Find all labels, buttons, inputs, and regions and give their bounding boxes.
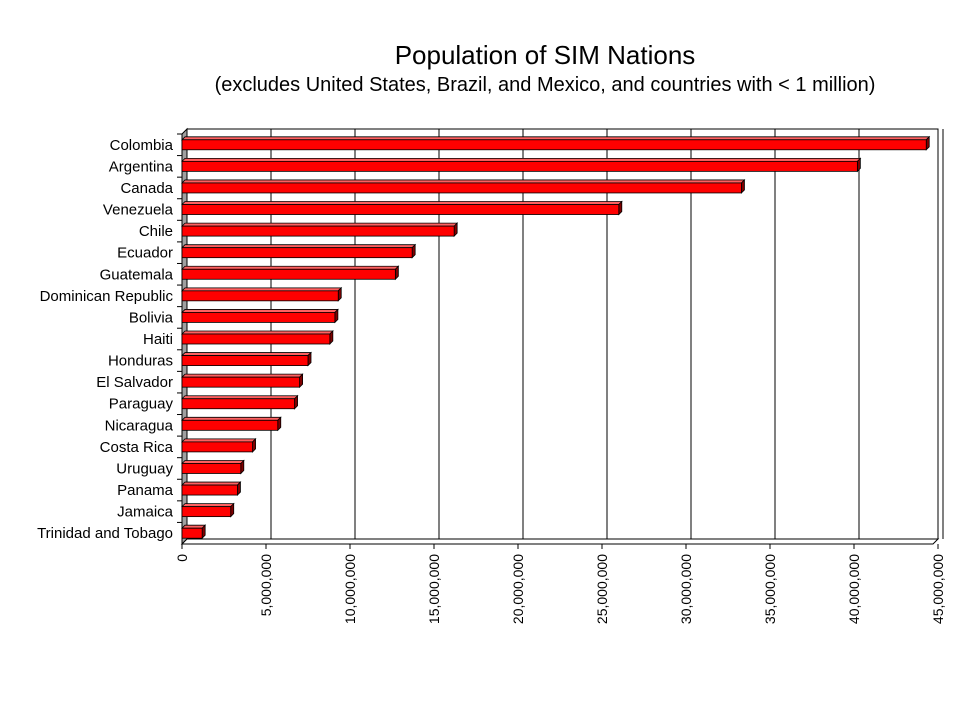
bar xyxy=(181,419,279,431)
chart-title: Population of SIM Nations xyxy=(394,40,696,70)
bar xyxy=(181,376,300,388)
category-label: Uruguay xyxy=(116,460,173,477)
bar-top xyxy=(181,287,343,292)
bar-top xyxy=(181,395,299,400)
bar xyxy=(181,247,413,259)
category-label: Haiti xyxy=(143,331,173,348)
bar-top xyxy=(181,438,257,443)
category-label: Paraguay xyxy=(109,396,174,413)
x-tick-label: 20,000,000 xyxy=(510,554,526,624)
bar xyxy=(181,463,242,474)
category-label: El Salvador xyxy=(96,374,173,391)
x-tick-label: 15,000,000 xyxy=(426,554,442,624)
bar xyxy=(181,225,455,237)
x-tick-label: 40,000,000 xyxy=(846,554,862,624)
category-label: Argentina xyxy=(109,158,174,175)
x-tick-label: 25,000,000 xyxy=(594,554,610,624)
plot-floor xyxy=(180,538,940,545)
bar-top xyxy=(181,352,312,356)
category-label: Guatemala xyxy=(100,266,174,283)
x-tick-label: 0 xyxy=(174,554,190,562)
bars xyxy=(181,135,931,540)
bar-top xyxy=(181,222,459,227)
category-label: Costa Rica xyxy=(100,439,174,456)
chart-subtitle: (excludes United States, Brazil, and Mex… xyxy=(214,74,876,96)
bar-top xyxy=(181,201,623,205)
bar xyxy=(181,527,203,539)
x-tick-label: 5,000,000 xyxy=(258,554,274,616)
category-label: Venezuela xyxy=(103,202,174,219)
bar-top xyxy=(181,244,417,249)
x-tick-label: 10,000,000 xyxy=(342,554,358,624)
bar-top xyxy=(181,524,207,529)
category-label: Ecuador xyxy=(117,245,173,262)
x-tick-label: 30,000,000 xyxy=(678,554,694,624)
x-tick-label: 45,000,000 xyxy=(930,554,946,624)
category-label: Dominican Republic xyxy=(40,288,174,305)
bar xyxy=(181,160,858,172)
category-label: Chile xyxy=(139,223,173,240)
bar-top xyxy=(181,157,862,162)
category-labels: Colombia Argentina Canada Venezuela Chile Ecu… xyxy=(37,137,174,542)
bar-top xyxy=(181,481,242,486)
bar xyxy=(181,268,396,280)
bar-top xyxy=(181,309,339,313)
bar-top xyxy=(181,373,304,378)
bar xyxy=(181,355,309,366)
bar xyxy=(181,441,253,453)
bar xyxy=(181,333,331,345)
bar-top xyxy=(181,265,400,270)
x-tick-label: 35,000,000 xyxy=(762,554,778,624)
bar xyxy=(181,139,927,151)
gridlines xyxy=(177,129,944,549)
bar-top xyxy=(181,460,245,464)
bar xyxy=(181,484,238,496)
category-label: Canada xyxy=(120,180,173,197)
category-label: Trinidad and Tobago xyxy=(37,525,173,542)
bar-top xyxy=(181,136,931,141)
bar xyxy=(181,290,339,302)
bar-top xyxy=(181,330,334,335)
bar xyxy=(181,506,232,518)
bar xyxy=(181,182,742,194)
bar-top xyxy=(181,503,235,508)
category-label: Jamaica xyxy=(117,504,174,521)
category-label: Honduras xyxy=(108,353,173,370)
bar xyxy=(181,204,620,215)
category-label: Bolivia xyxy=(129,309,174,326)
category-label: Nicaragua xyxy=(105,417,174,434)
category-label: Colombia xyxy=(110,137,174,154)
bar-top xyxy=(181,179,746,184)
bar-top xyxy=(181,416,282,421)
bar xyxy=(181,398,295,410)
category-label: Panama xyxy=(117,482,174,499)
bar xyxy=(181,312,336,323)
x-tick-labels: 0 5,000,000 10,000,000 15,000,000 20,000,000… xyxy=(174,554,946,624)
